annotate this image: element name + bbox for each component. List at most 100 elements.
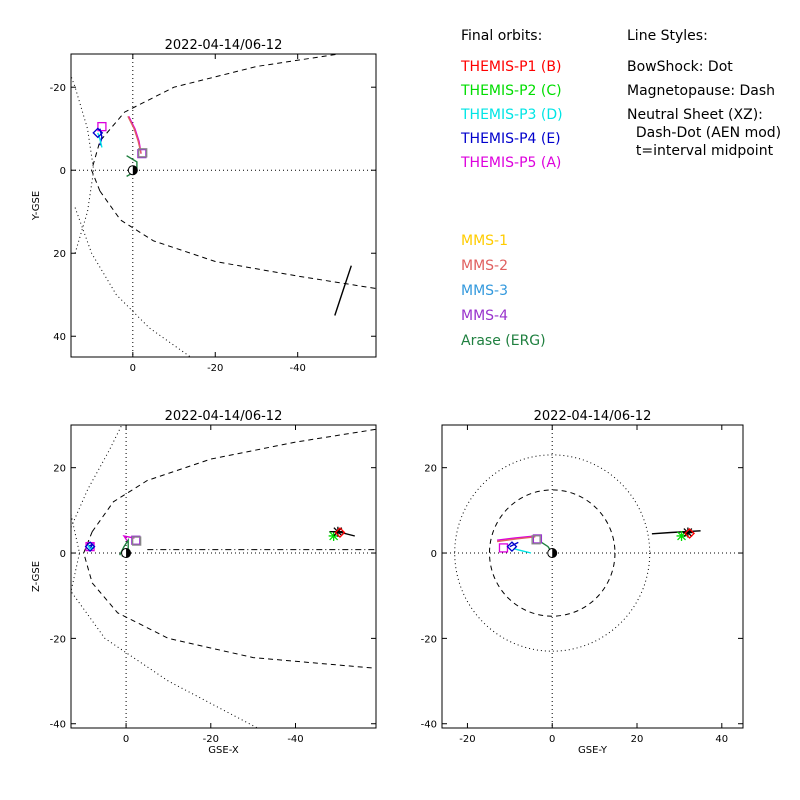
series-line-0 (71, 514, 258, 728)
mms-legend: MMS-1 MMS-2 MMS-3 MMS-4 Arase (ERG) (461, 233, 546, 349)
y-tick-label: -20 (50, 634, 66, 645)
marker-star-4 (676, 530, 687, 541)
plot-frame (70, 53, 377, 358)
line-styles-legend: Line Styles: BowShock: Dot Magnetopause:… (627, 28, 781, 159)
plot-frame (70, 424, 377, 729)
y-tick-label: -40 (50, 720, 66, 731)
marker-earth-7 (121, 548, 132, 559)
marker-star-4 (328, 530, 339, 541)
marker-star-5 (334, 32, 344, 42)
plot-area (71, 30, 376, 357)
legend-item-themis-p3: THEMIS-P3 (D) (460, 107, 563, 123)
series-line-8 (127, 115, 142, 154)
line-styles-title: Line Styles: (627, 28, 708, 44)
series-line-4 (497, 536, 536, 543)
marker-star-4 (326, 39, 336, 49)
y-axis-label: Y-GSE (31, 191, 42, 221)
marker-square-3 (138, 148, 148, 158)
marker-diamond-1 (84, 541, 96, 553)
x-axis-label: GSE-X (208, 745, 239, 756)
marker-diamond-1 (92, 127, 104, 139)
x-tick-label: 20 (631, 734, 644, 745)
x-tick-label: -40 (287, 734, 303, 745)
series-line-1 (74, 207, 191, 357)
y-tick-label: -20 (421, 634, 437, 645)
series-line-0 (71, 74, 95, 254)
y-tick-label: 20 (53, 249, 66, 260)
line-style-magnetopause: Magnetopause: Dash (627, 83, 775, 99)
marker-square-2 (532, 534, 543, 544)
series-line-6 (334, 265, 352, 316)
x-tick-label: 0 (549, 734, 555, 745)
legend-item-themis-p5: THEMIS-P5 (A) (460, 155, 561, 171)
y-tick-label: 20 (424, 464, 437, 475)
series-line-3 (497, 535, 536, 541)
line-style-dash-dot: Dash-Dot (AEN mod) (627, 125, 781, 141)
line-style-midpoint-note: t=interval midpoint (627, 143, 774, 159)
series-line-2 (651, 530, 701, 535)
x-tick-label: 40 (715, 734, 728, 745)
y-tick-label: 40 (53, 332, 66, 343)
series-line-10 (97, 132, 103, 148)
chart-title: 2022-04-14/06-12 (534, 409, 652, 424)
series-line-3 (91, 428, 376, 532)
x-tick-label: -40 (290, 363, 306, 374)
x-tick-label: 0 (123, 734, 129, 745)
series-line-8 (122, 534, 135, 543)
chart-title: 2022-04-14/06-12 (165, 38, 283, 53)
marker-diamond-6 (334, 527, 346, 538)
x-tick-label: -20 (459, 734, 475, 745)
x-tick-label: -20 (207, 363, 223, 374)
legend-item-mms1: MMS-1 (461, 233, 508, 249)
plot-area (442, 425, 743, 728)
legend-item-arase: Arase (ERG) (461, 333, 546, 349)
xz-orbit-panel: 0 -20 -40 20 0 -20 -40 2022-04-14/06-12 GSE-X Z-G… (31, 409, 377, 756)
y-axis-label: Z-GSE (31, 561, 42, 592)
marker-earth-7 (547, 548, 558, 559)
line-style-neutral-sheet: Neutral Sheet (XZ): (627, 107, 763, 123)
legend-item-mms2: MMS-2 (461, 258, 508, 274)
y-tick-label: -40 (421, 720, 437, 731)
series-line-3 (99, 190, 376, 289)
marker-square-3 (132, 536, 142, 546)
chart-title: 2022-04-14/06-12 (165, 409, 283, 424)
marker-square-0 (498, 543, 509, 553)
series-line-6 (513, 548, 532, 554)
plot-area (71, 425, 376, 728)
x-axis-label: GSE-Y (578, 745, 608, 756)
y-tick-label: 20 (53, 464, 66, 475)
x-tick-label: -20 (203, 734, 219, 745)
marker-diamond-6 (336, 30, 345, 39)
marker-star-5 (332, 526, 343, 537)
series-line-2 (91, 54, 344, 192)
plot-frame (441, 424, 744, 729)
marker-square-3 (531, 535, 541, 545)
legend-item-themis-p1: THEMIS-P1 (B) (460, 59, 561, 75)
yz-orbit-panel: -20 0 20 40 20 0 -20 -40 2022-04-14/06-12 GSE-Y (421, 409, 744, 756)
legend-item-themis-p4: THEMIS-P4 (E) (460, 131, 561, 147)
y-tick-label: -20 (50, 83, 66, 94)
marker-square-0 (97, 121, 107, 132)
series-line-12 (331, 42, 335, 50)
y-tick-label: 0 (431, 549, 437, 560)
y-tick-label: 0 (60, 166, 66, 177)
y-tick-label: 0 (60, 549, 66, 560)
orbits-legend: Final orbits: THEMIS-P1 (B) THEMIS-P2 (C… (460, 28, 563, 171)
bowshock-circle (454, 454, 651, 652)
x-tick-label: 0 (130, 363, 136, 374)
series-line-1 (71, 425, 123, 528)
orbits-legend-title: Final orbits: (461, 28, 542, 44)
legend-item-mms4: MMS-4 (461, 308, 508, 324)
marker-star-5 (682, 527, 693, 538)
marker-diamond-1 (506, 541, 518, 553)
marker-earth-7 (127, 165, 138, 176)
marker-square-2 (137, 148, 147, 159)
marker-square-2 (131, 535, 141, 545)
series-line-11 (87, 544, 95, 550)
xy-orbit-panel: 0 -20 -40 -20 0 20 40 2022-04-14/06-12 Y-GSE (31, 30, 377, 374)
marker-diamond-6 (684, 527, 696, 539)
legend-item-mms3: MMS-3 (461, 283, 508, 299)
legend-item-themis-p2: THEMIS-P2 (C) (460, 83, 562, 99)
line-style-bowshock: BowShock: Dot (627, 59, 733, 75)
